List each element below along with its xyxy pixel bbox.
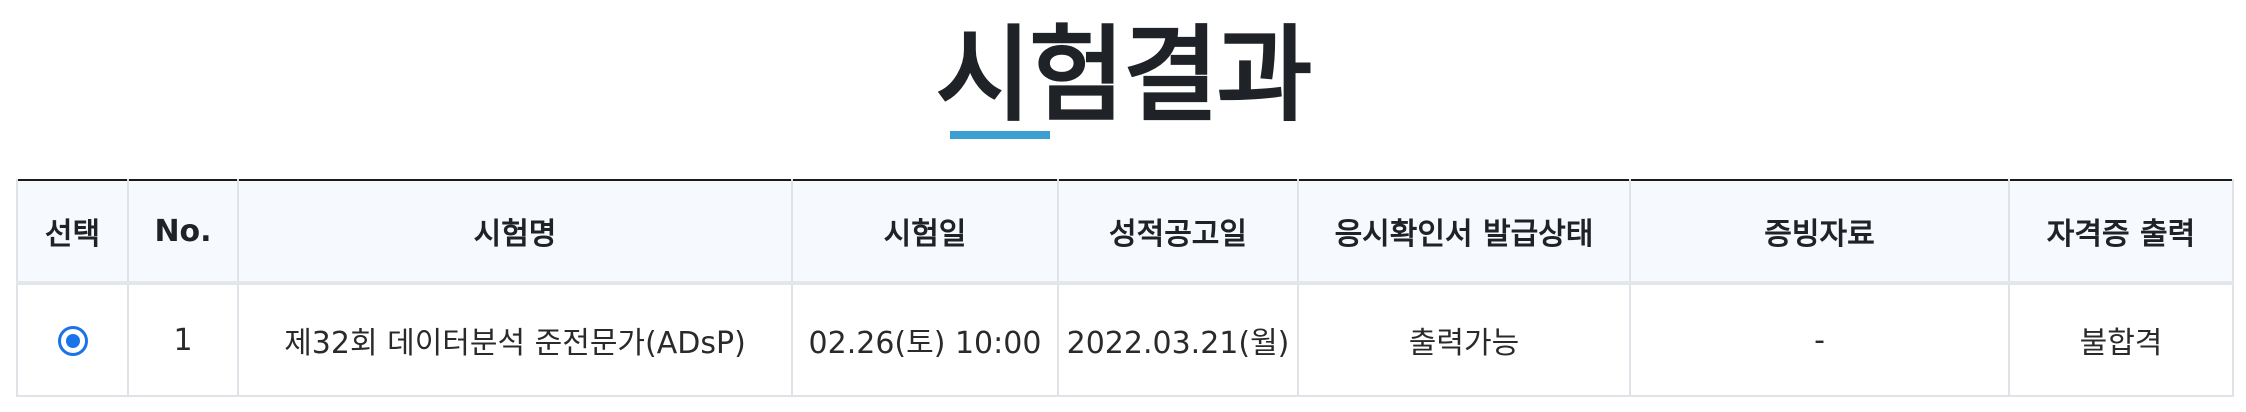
exam-results-table: 선택 No. 시험명 시험일 성적공고일 응시확인서 발급상태 증빙자료 자격증…	[16, 179, 2234, 397]
row-certificate-status: 출력가능	[1297, 282, 1631, 397]
row-announce-date: 2022.03.21(월)	[1057, 282, 1299, 397]
select-cell	[16, 282, 129, 397]
page-title: 시험결과	[935, 14, 1313, 136]
title-underline	[950, 131, 1050, 139]
row-no: 1	[127, 282, 239, 397]
header-exam-date: 시험일	[791, 180, 1059, 285]
select-radio[interactable]	[57, 326, 88, 356]
header-certificate-status: 응시확인서 발급상태	[1297, 180, 1631, 285]
header-evidence: 증빙자료	[1629, 180, 2010, 285]
header-select: 선택	[16, 180, 129, 285]
table-header-row: 선택 No. 시험명 시험일 성적공고일 응시확인서 발급상태 증빙자료 자격증…	[16, 180, 2234, 285]
header-exam-name: 시험명	[237, 180, 793, 285]
table-row: 1 제32회 데이터분석 준전문가(ADsP) 02.26(토) 10:00 2…	[16, 282, 2234, 397]
row-license-print: 불합격	[2008, 282, 2234, 397]
header-no: No.	[127, 180, 239, 285]
row-exam-date: 02.26(토) 10:00	[791, 282, 1059, 397]
row-evidence: -	[1629, 282, 2010, 397]
page-title-area: 시험결과	[0, 10, 2246, 140]
header-announce-date: 성적공고일	[1057, 180, 1299, 285]
header-license-print: 자격증 출력	[2008, 180, 2234, 285]
row-exam-name: 제32회 데이터분석 준전문가(ADsP)	[237, 282, 793, 397]
